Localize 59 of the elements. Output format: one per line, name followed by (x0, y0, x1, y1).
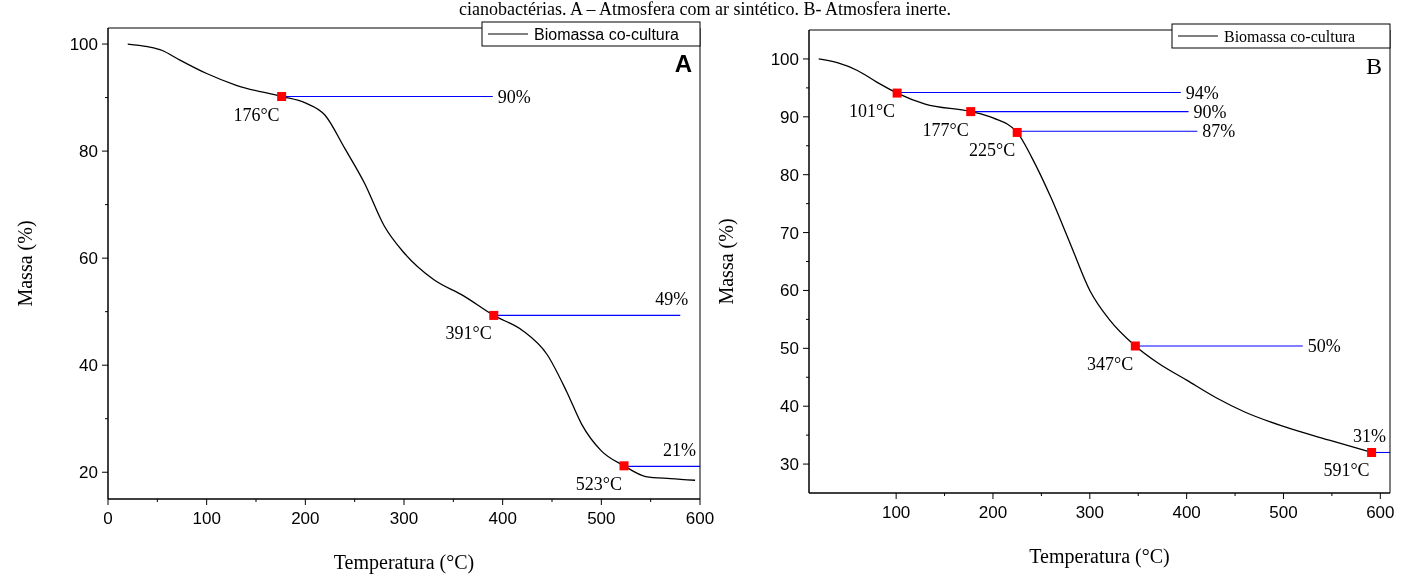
y-tick-label: 70 (780, 223, 799, 243)
annotation: 21% (663, 440, 696, 461)
point (1012, 127, 1022, 137)
annotation: 177°C (922, 119, 969, 140)
annotation: 391°C (445, 323, 492, 344)
annotation: 101°C (848, 101, 896, 122)
point (1367, 447, 1377, 457)
x-tick-label: 200 (978, 503, 1008, 522)
annotation: 591°C (1323, 460, 1370, 481)
y-tick-label: 30 (780, 455, 799, 475)
y-tick-label: 90 (780, 107, 799, 127)
annotation: B (1365, 53, 1382, 79)
annotation: 347°C (1087, 354, 1134, 374)
annotation: 176°C (233, 104, 280, 125)
x-tick-label: 500 (1269, 503, 1298, 522)
x-tick-label: 300 (389, 509, 419, 528)
x-tick-label: 100 (192, 509, 221, 528)
annotation: 50% (1307, 336, 1341, 356)
annotation: 90% (497, 86, 531, 107)
point (966, 107, 976, 117)
legend-label: Biomassa co-cultura (1224, 28, 1356, 45)
y-tick-label: 100 (69, 35, 98, 55)
annotation: 87% (1202, 121, 1236, 142)
annotation: 94% (1185, 82, 1219, 103)
annotation: 523°C (575, 473, 623, 494)
point (892, 88, 902, 98)
y-tick-label: 100 (770, 49, 799, 69)
x-tick-label: 200 (291, 509, 320, 528)
annotation: 31% (1353, 426, 1386, 447)
x-tick-label: 400 (1172, 503, 1201, 522)
annotation: 90% (1193, 101, 1227, 122)
y-tick-label: 60 (780, 281, 799, 301)
point (277, 92, 287, 102)
point (489, 310, 499, 320)
annotation: 49% (655, 289, 689, 310)
x-axis-title: Temperatura (°C) (333, 551, 475, 574)
y-tick-label: 40 (780, 397, 799, 417)
point (619, 461, 629, 471)
x-tick-label: 600 (685, 509, 715, 528)
x-tick-label: 100 (881, 503, 911, 522)
chart-title: cianobactérias. A – Atmosfera com ar sintético. B- Atmosfera inerte. (459, 0, 951, 19)
legend-label: Biomassa co-cultura (534, 26, 680, 43)
y-tick-label: 80 (79, 142, 98, 162)
annotation: A (674, 50, 692, 77)
y-tick-label: 80 (780, 165, 799, 185)
x-axis-title: Temperatura (°C) (1029, 545, 1170, 568)
point (1130, 341, 1140, 351)
y-tick-label: 40 (79, 356, 98, 376)
y-tick-label: 20 (79, 463, 98, 483)
y-tick-label: 60 (79, 249, 98, 269)
x-tick-label: 400 (488, 509, 517, 528)
x-tick-label: 600 (1366, 503, 1395, 522)
y-tick-label: 50 (780, 339, 799, 359)
annotation: 225°C (968, 140, 1016, 161)
y-axis-title: Massa (%) (715, 218, 738, 305)
x-tick-label: 300 (1075, 503, 1104, 522)
y-axis-title: Massa (%) (14, 220, 37, 307)
x-tick-label: 0 (103, 509, 113, 528)
x-tick-label: 500 (587, 509, 616, 528)
